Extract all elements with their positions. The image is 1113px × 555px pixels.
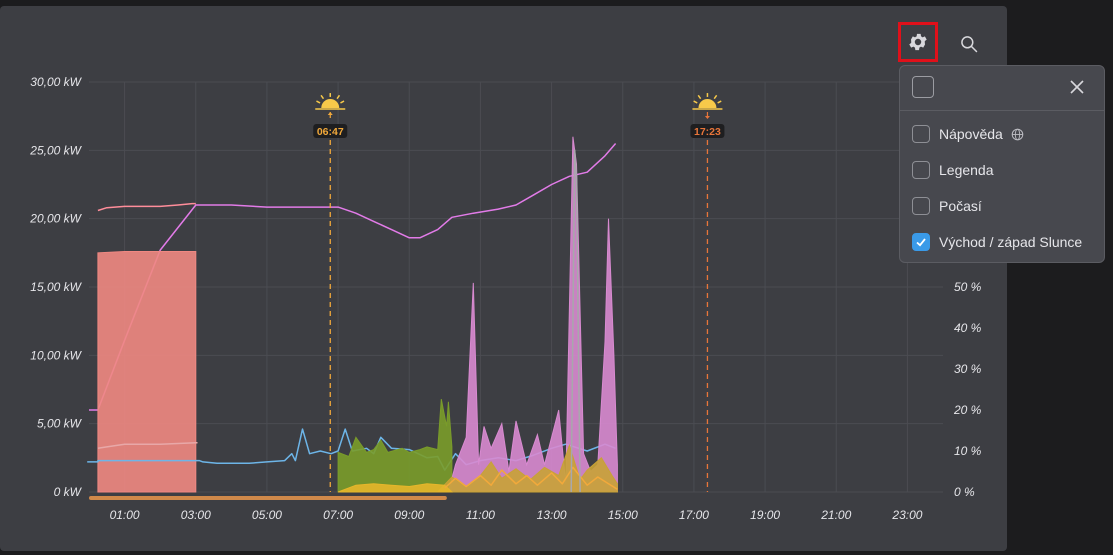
sunset-time-label: 17:23 [694,126,721,138]
series-area [447,136,618,493]
gear-icon [909,33,927,51]
menu-item-weather[interactable]: Počasí [912,194,982,218]
series-line [97,202,196,212]
sunrise-time-label: 06:47 [317,126,344,138]
x-tick-label: 11:00 [466,508,495,522]
x-tick-label: 19:00 [750,508,780,522]
sunset-icon [692,93,723,119]
y-left-tick-label: 10,00 kW [30,348,82,362]
x-tick-label: 01:00 [110,508,140,522]
sunrise-time-badge [313,124,348,138]
series-line [89,143,617,411]
menu-item-label: Nápověda [939,126,1003,142]
series-line [444,466,618,490]
x-tick-label: 13:00 [537,508,567,522]
globe-icon [1011,128,1024,141]
settings-menu: Nápověda Legenda Počasí Východ / západ S… [899,65,1105,263]
settings-button[interactable] [898,22,938,62]
y-right-tick-label: 20 % [953,403,982,417]
menu-item-label: Legenda [939,162,994,178]
y-left-tick-label: 15,00 kW [30,280,82,294]
menu-item-label: Východ / západ Slunce [939,234,1083,250]
y-left-tick-label: 5,00 kW [37,417,83,431]
x-tick-label: 23:00 [891,508,922,522]
menu-item-sunrise-sunset[interactable]: Východ / západ Slunce [912,230,1082,254]
x-tick-label: 05:00 [252,508,282,522]
x-tick-label: 21:00 [820,508,851,522]
series-line [570,149,581,493]
close-icon[interactable] [1068,78,1086,96]
series-line [97,442,198,450]
series-area [97,251,197,493]
check-icon [916,238,926,247]
y-left-tick-label: 0 kW [54,485,83,499]
menu-item-help[interactable]: Nápověda [912,122,1024,146]
help-checkbox[interactable] [912,125,930,143]
menu-item-label: Počasí [939,198,982,214]
search-button[interactable] [949,24,989,64]
search-icon [961,36,978,53]
sunset-time-badge [690,124,725,138]
x-tick-label: 17:00 [679,508,709,522]
weather-checkbox[interactable] [912,197,930,215]
select-all-checkbox[interactable] [912,76,934,98]
y-right-tick-label: 10 % [954,444,982,458]
y-left-tick-label: 30,00 kW [30,75,82,89]
menu-item-legend[interactable]: Legenda [912,158,994,182]
y-right-tick-label: 30 % [954,362,982,376]
y-right-tick-label: 40 % [954,321,982,335]
y-right-tick-label: 50 % [954,280,982,294]
sunrise-sunset-checkbox[interactable] [912,233,930,251]
y-right-tick-label: 0 % [954,485,975,499]
menu-divider [900,110,1104,111]
y-left-tick-label: 20,00 kW [29,212,82,226]
legend-checkbox[interactable] [912,161,930,179]
sunrise-icon [315,93,346,118]
x-tick-label: 09:00 [394,508,424,522]
x-tick-label: 07:00 [323,508,353,522]
y-left-tick-label: 25,00 kW [29,143,82,157]
x-tick-label: 03:00 [181,508,211,522]
x-tick-label: 15:00 [608,508,638,522]
series-area [337,483,454,493]
series-area [337,399,453,493]
